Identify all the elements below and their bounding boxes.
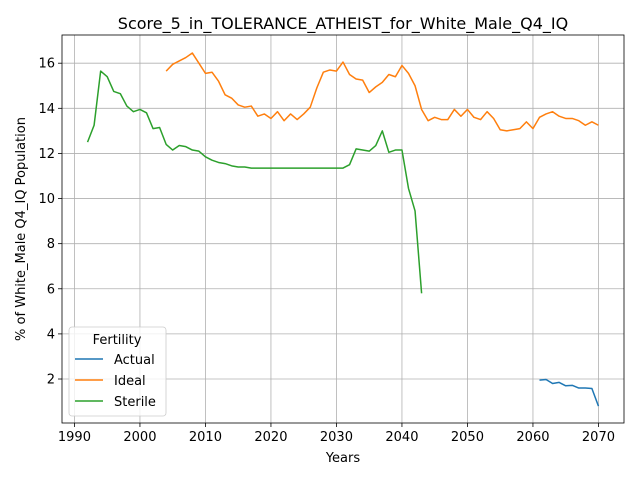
series-line-actual [539, 378, 600, 407]
series-line-sterile [86, 70, 423, 294]
y-tick-label: 4 [47, 327, 55, 342]
x-tick-label: 2010 [189, 430, 222, 445]
chart-title: Score_5_in_TOLERANCE_ATHEIST_for_White_M… [118, 14, 568, 34]
x-tick-label: 2040 [385, 430, 418, 445]
legend-label-sterile: Sterile [114, 395, 156, 410]
legend-entries: Actual Ideal Sterile [75, 353, 156, 410]
x-tick-label: 2070 [582, 430, 615, 445]
y-axis-ticks: 2 4 6 8 10 12 14 16 [38, 57, 62, 388]
y-tick-label: 14 [38, 102, 55, 117]
x-axis-ticks: 1990 2000 2010 2020 2030 2040 2050 2060 2070 [58, 423, 615, 445]
x-tick-label: 2050 [451, 430, 484, 445]
y-tick-label: 8 [47, 237, 55, 252]
series-line-ideal [165, 52, 599, 132]
legend-box [68, 326, 167, 417]
legend-title: Fertility [93, 333, 142, 348]
y-tick-label: 6 [47, 282, 55, 297]
x-tick-label: 2060 [516, 430, 549, 445]
y-tick-label: 10 [38, 192, 55, 207]
plot-frame [61, 34, 625, 424]
x-tick-label: 1990 [58, 430, 91, 445]
series-lines [86, 52, 600, 407]
x-tick-label: 2030 [320, 430, 353, 445]
legend-label-ideal: Ideal [114, 374, 146, 389]
y-axis-label: % of White_Male Q4_IQ Population [14, 117, 29, 341]
legend-label-actual: Actual [114, 353, 155, 368]
y-tick-label: 12 [38, 147, 55, 162]
x-tick-label: 2020 [254, 430, 287, 445]
x-tick-label: 2000 [123, 430, 156, 445]
y-tick-label: 16 [38, 57, 55, 72]
x-axis-label: Years [325, 451, 361, 466]
grid [62, 35, 624, 423]
y-tick-label: 2 [47, 373, 55, 388]
legend: Fertility Actual Ideal Sterile [68, 326, 167, 417]
